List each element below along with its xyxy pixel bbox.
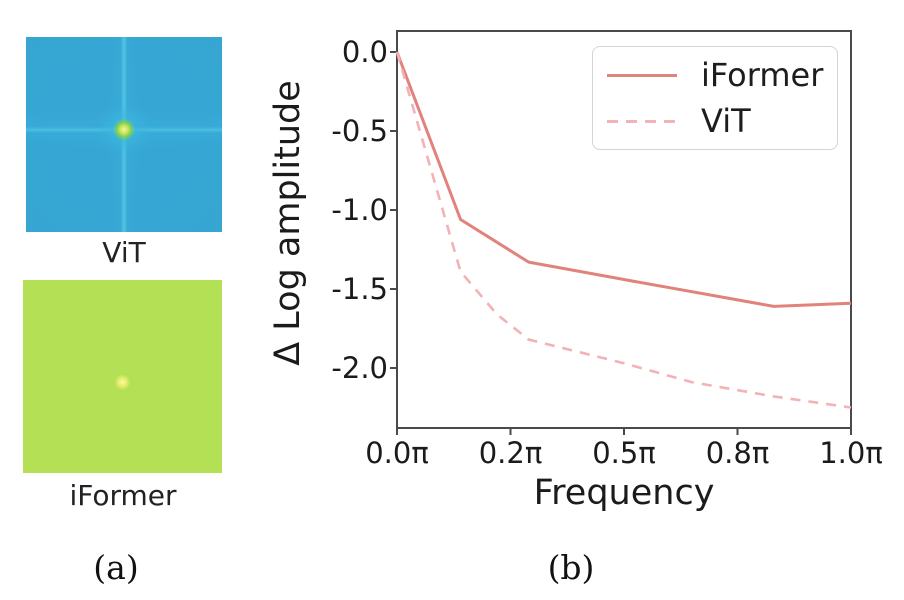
legend-label-vit: ViT — [701, 102, 751, 140]
chart-legend: iFormer ViT — [592, 46, 838, 150]
legend-line-sample-iformer — [607, 73, 677, 77]
caption-b: (b) — [547, 548, 595, 587]
y-tick-label: -2.0 — [331, 351, 388, 385]
vit-image-label: ViT — [102, 236, 146, 269]
legend-label-iformer: iFormer — [701, 56, 824, 94]
legend-item-iformer: iFormer — [607, 59, 823, 91]
y-tick-label: -1.0 — [331, 193, 388, 227]
x-axis-label: Frequency — [533, 473, 715, 513]
x-tick-label: 0.0π — [365, 436, 429, 470]
iformer-image-label: iFormer — [69, 479, 177, 512]
legend-item-vit: ViT — [607, 105, 823, 137]
x-tick-label: 0.2π — [478, 436, 543, 470]
x-tick-label: 1.0π — [819, 436, 883, 470]
caption-a: (a) — [93, 548, 139, 587]
y-tick-label: -1.5 — [331, 272, 388, 306]
vit-spectrum-image — [26, 37, 222, 232]
y-axis-label: Δ Log amplitude — [268, 80, 308, 366]
x-tick-label: 0.8π — [705, 436, 770, 470]
legend-line-sample-vit — [607, 119, 677, 123]
y-tick-label: -0.5 — [331, 114, 388, 148]
x-tick-label: 0.5π — [592, 436, 656, 470]
iformer-spectrum-image — [23, 280, 222, 473]
y-tick-label: 0.0 — [341, 35, 388, 69]
